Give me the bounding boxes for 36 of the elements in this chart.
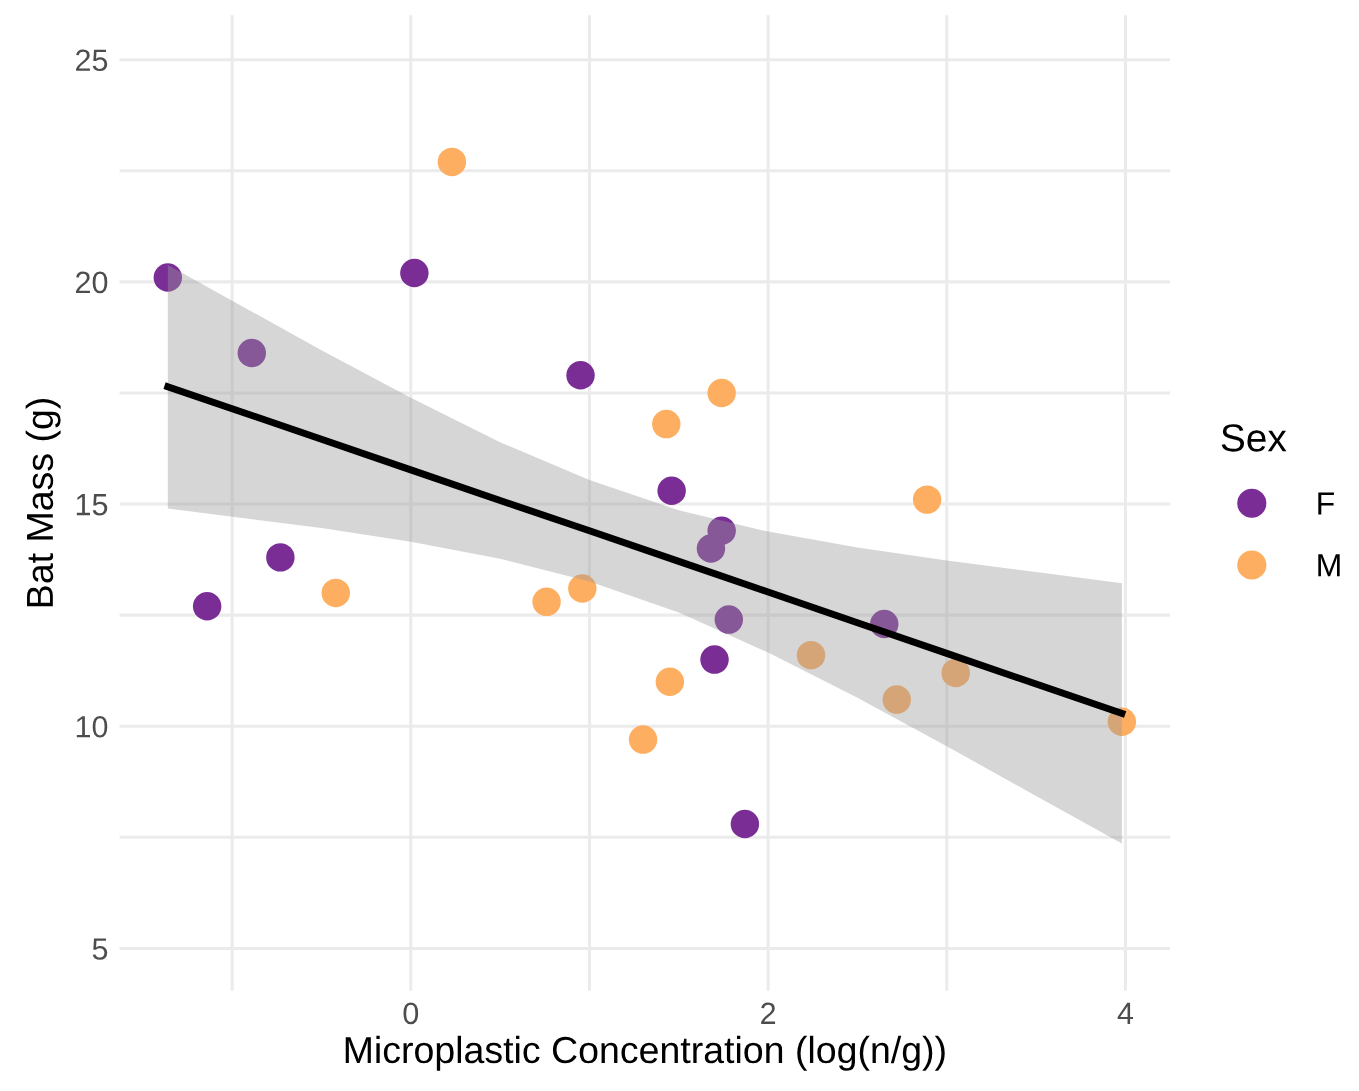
point bbox=[714, 605, 744, 634]
legend-label: M bbox=[1318, 554, 1340, 577]
y-tick-label: 15 bbox=[76, 494, 108, 516]
point bbox=[321, 578, 350, 608]
point bbox=[532, 587, 561, 617]
point bbox=[652, 409, 681, 439]
point bbox=[192, 592, 222, 621]
point bbox=[266, 543, 295, 572]
point bbox=[628, 725, 658, 754]
x-tick-label: 2 bbox=[761, 1002, 776, 1024]
point bbox=[568, 574, 597, 603]
point bbox=[566, 360, 595, 390]
x-axis-title: Microplastic Concentration (log(n/g)) bbox=[345, 1035, 945, 1071]
legend-title: Sex bbox=[1221, 424, 1287, 452]
y-tick-label: 5 bbox=[92, 938, 108, 960]
point bbox=[657, 476, 686, 505]
legend-label: F bbox=[1318, 492, 1334, 515]
x-tick-label: 0 bbox=[403, 1002, 419, 1025]
point bbox=[696, 534, 726, 563]
point bbox=[882, 685, 911, 714]
y-tick-label: 25 bbox=[76, 49, 108, 72]
point bbox=[912, 485, 942, 514]
point bbox=[237, 338, 267, 368]
point bbox=[153, 263, 183, 292]
y-axis-title: Bat Mass (g) bbox=[25, 399, 61, 607]
point bbox=[730, 809, 760, 839]
point bbox=[707, 378, 736, 408]
point bbox=[400, 258, 429, 288]
x-tick-label: 4 bbox=[1117, 1002, 1134, 1024]
y-tick-label: 10 bbox=[76, 715, 108, 738]
point bbox=[437, 147, 467, 177]
point bbox=[941, 658, 970, 688]
point bbox=[655, 667, 685, 697]
point bbox=[700, 645, 729, 674]
point bbox=[796, 640, 826, 670]
y-tick-label: 20 bbox=[76, 271, 108, 294]
